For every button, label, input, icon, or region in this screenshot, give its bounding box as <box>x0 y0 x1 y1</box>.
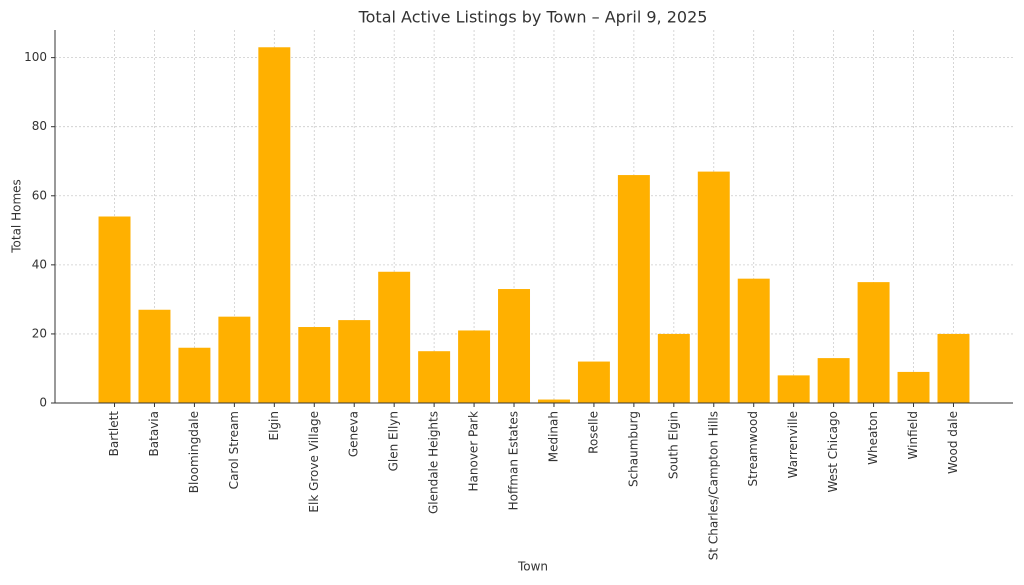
x-tick-label: Warrenville <box>786 411 800 478</box>
y-tick-label: 60 <box>32 188 47 202</box>
bar <box>577 361 610 403</box>
x-tick-label: Hanover Park <box>467 411 481 492</box>
y-tick-label: 100 <box>24 50 47 64</box>
bar <box>617 175 650 403</box>
x-tick-label: West Chicago <box>826 411 840 493</box>
bar <box>418 351 451 403</box>
bar <box>737 278 770 403</box>
y-tick-label: 0 <box>39 396 47 410</box>
bar <box>338 320 371 403</box>
x-tick-label: Winfield <box>906 411 920 459</box>
x-tick-label: St Charles/Campton Hills <box>706 411 720 560</box>
bar <box>218 316 251 403</box>
bar <box>657 333 690 403</box>
y-tick-label: 80 <box>32 119 47 133</box>
bar <box>537 399 570 403</box>
bar <box>98 216 131 403</box>
bar <box>498 289 531 403</box>
x-tick-label: Medinah <box>546 411 560 462</box>
x-tick-label: Hoffman Estates <box>507 411 521 510</box>
bar <box>378 271 411 403</box>
bar <box>937 333 970 403</box>
x-tick-label: Roselle <box>586 411 600 454</box>
x-tick-label: Bloomingdale <box>187 411 201 493</box>
bar <box>817 358 850 403</box>
x-tick-label: Elgin <box>267 411 281 440</box>
x-tick-label: Elk Grove Village <box>307 411 321 513</box>
bar <box>697 171 730 403</box>
x-tick-label: Geneva <box>347 411 361 457</box>
x-tick-label: Wheaton <box>866 411 880 465</box>
bar <box>178 347 211 403</box>
bar <box>258 47 291 403</box>
x-tick-label: Streamwood <box>746 411 760 487</box>
y-tick-label: 40 <box>32 257 47 271</box>
x-tick-label: Bartlett <box>107 411 121 457</box>
x-tick-label: Batavia <box>147 411 161 456</box>
x-tick-label: Carol Stream <box>227 411 241 489</box>
bar <box>857 282 890 403</box>
bar <box>298 327 331 403</box>
bar <box>138 309 171 403</box>
y-tick-label: 20 <box>32 326 47 340</box>
bar <box>458 330 491 403</box>
x-tick-label: Schaumburg <box>626 411 640 487</box>
bar <box>897 371 930 403</box>
x-tick-label: Glendale Heights <box>427 411 441 514</box>
bar <box>777 375 810 403</box>
x-tick-label: Wood dale <box>946 411 960 474</box>
chart-title: Total Active Listings by Town – April 9,… <box>358 8 708 27</box>
x-tick-label: Glen Ellyn <box>387 411 401 471</box>
x-tick-label: South Elgin <box>666 411 680 479</box>
y-axis-title: Total Homes <box>10 179 24 254</box>
x-axis-title: Town <box>517 560 548 574</box>
